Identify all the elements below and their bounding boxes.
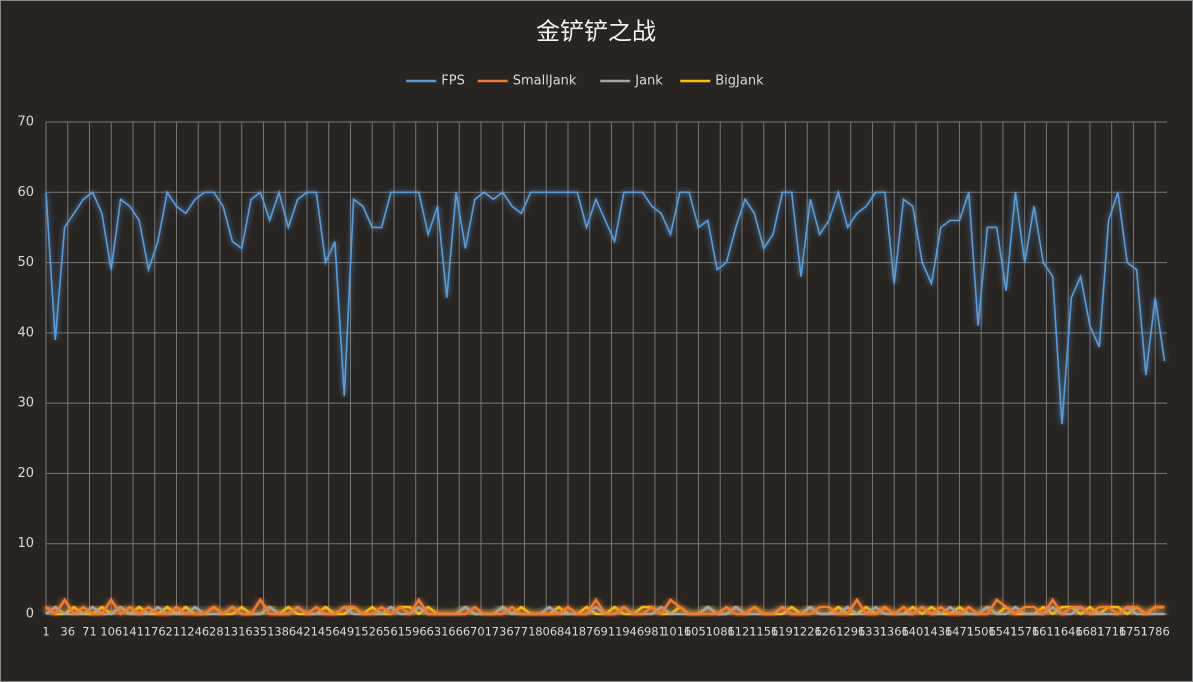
x-tick-label: 1016	[662, 625, 691, 639]
x-tick-label: 1576	[1010, 625, 1039, 639]
x-tick-label: 316	[231, 625, 253, 639]
x-tick-label: 211	[166, 625, 188, 639]
x-tick-label: 141	[122, 625, 144, 639]
x-tick-label: 1401	[901, 625, 930, 639]
x-tick-label: 771	[513, 625, 535, 639]
x-tick-label: 246	[187, 625, 209, 639]
x-tick-label: 946	[622, 625, 644, 639]
y-tick-label: 60	[17, 185, 34, 200]
legend-label: Jank	[634, 74, 663, 89]
x-tick-label: 806	[535, 625, 557, 639]
x-tick-label: 1226	[793, 625, 822, 639]
x-tick-label: 1051	[684, 625, 713, 639]
x-tick-label: 1611	[1032, 625, 1061, 639]
x-tick-label: 1541	[988, 625, 1017, 639]
legend-label: FPS	[441, 74, 465, 89]
x-tick-label: 876	[579, 625, 601, 639]
series-line	[45, 597, 1165, 616]
y-tick-label: 20	[17, 466, 34, 481]
x-tick-label: 1716	[1097, 625, 1126, 639]
y-tick-label: 40	[17, 325, 34, 340]
x-tick-label: 351	[253, 625, 275, 639]
x-tick-label: 596	[405, 625, 427, 639]
x-tick-label: 1786	[1141, 625, 1170, 639]
x-tick-label: 106	[100, 625, 122, 639]
x-tick-label: 1296	[836, 625, 865, 639]
x-tick-label: 71	[82, 625, 97, 639]
legend-label: SmallJank	[513, 74, 577, 89]
x-tick-label: 701	[470, 625, 492, 639]
x-tick-label: 526	[361, 625, 383, 639]
y-tick-label: 30	[17, 396, 34, 411]
x-tick-label: 841	[557, 625, 579, 639]
x-tick-label: 1681	[1075, 625, 1104, 639]
x-tick-label: 1471	[945, 625, 974, 639]
y-tick-label: 0	[26, 607, 34, 622]
legend: FPS SmallJank Jank BigJank	[406, 74, 764, 89]
x-tick-label: 911	[600, 625, 622, 639]
x-tick-label: 491	[340, 625, 362, 639]
x-tick-label: 1156	[749, 625, 778, 639]
x-tick-label: 561	[383, 625, 405, 639]
x-tick-label: 386	[274, 625, 296, 639]
x-tick-label: 1646	[1054, 625, 1083, 639]
x-tick-label: 631	[427, 625, 449, 639]
x-tick-label: 421	[296, 625, 318, 639]
series-line	[45, 189, 1166, 425]
x-tick-label: 1121	[727, 625, 756, 639]
y-tick-label: 10	[17, 536, 34, 551]
y-tick-label: 50	[17, 255, 34, 270]
x-tick-label: 456	[318, 625, 340, 639]
x-tick-label: 36	[60, 625, 75, 639]
x-tick-label: 1	[42, 625, 49, 639]
x-tick-label: 1086	[706, 625, 735, 639]
x-tick-label: 666	[448, 625, 470, 639]
y-tick-label: 70	[17, 115, 34, 130]
x-tick-label: 736	[492, 625, 514, 639]
x-tick-label: 176	[144, 625, 166, 639]
x-tick-label: 1506	[967, 625, 996, 639]
x-tick-label: 1191	[771, 625, 800, 639]
legend-label: BigJank	[715, 74, 764, 89]
x-tick-label: 1261	[814, 625, 843, 639]
x-tick-label: 1331	[858, 625, 887, 639]
x-tick-label: 281	[209, 625, 231, 639]
x-tick-label: 1436	[923, 625, 952, 639]
x-tick-label: 1751	[1119, 625, 1148, 639]
chart-title: 金铲铲之战	[536, 18, 656, 46]
x-tick-label: 981	[644, 625, 666, 639]
x-tick-label: 1366	[880, 625, 909, 639]
